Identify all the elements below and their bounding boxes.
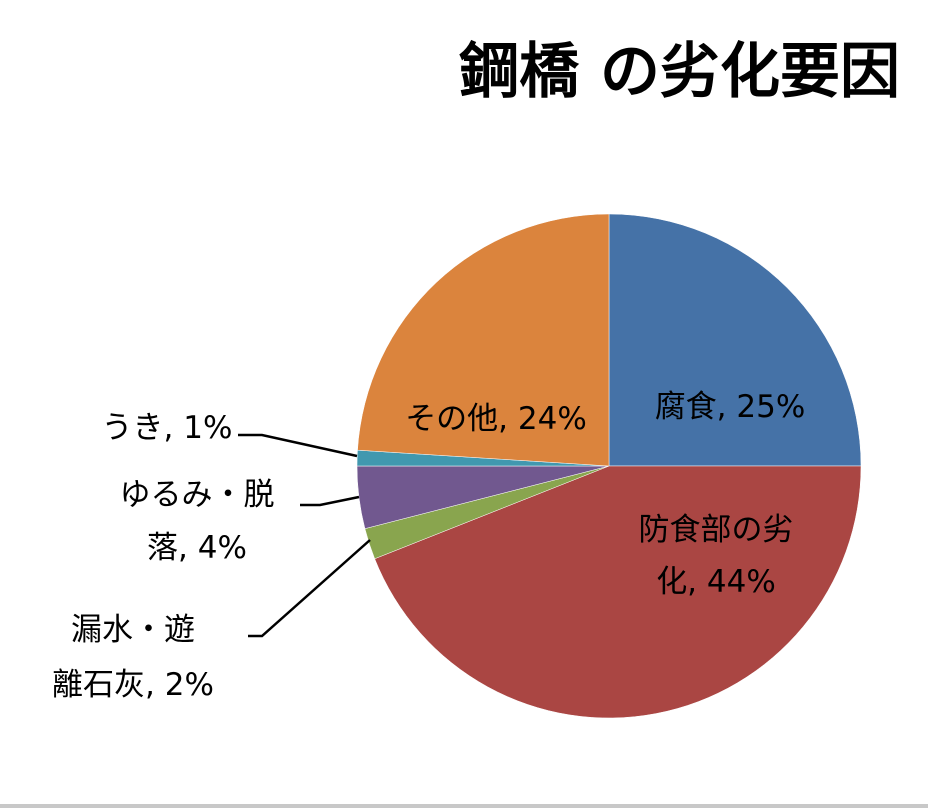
- chart-title: 鋼橋 の劣化要因: [459, 37, 900, 107]
- data-label: 離石灰, 2%: [52, 667, 214, 703]
- data-label: 防食部の劣: [639, 512, 794, 548]
- data-label: その他, 24%: [405, 401, 587, 437]
- leader-lines: [238, 433, 371, 638]
- pie-slice: [357, 213, 610, 467]
- data-label: 落, 4%: [147, 530, 247, 566]
- leader-line: [248, 539, 371, 638]
- data-label: 腐食, 25%: [655, 389, 806, 425]
- data-label: うき, 1%: [102, 410, 233, 446]
- data-label: ゆるみ・脱: [120, 477, 275, 513]
- pie-slice: [374, 465, 862, 719]
- pie-slice: [608, 213, 862, 467]
- leader-line: [300, 495, 360, 507]
- data-label: 化, 44%: [656, 564, 776, 600]
- data-label: 漏水・遊: [71, 612, 195, 648]
- pie-slices: [356, 213, 862, 719]
- leader-line: [238, 433, 358, 458]
- bottom-divider: [0, 804, 928, 808]
